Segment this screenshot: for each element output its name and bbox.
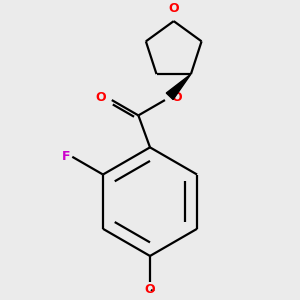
Polygon shape — [166, 74, 191, 100]
Text: O: O — [172, 91, 182, 104]
Text: O: O — [145, 283, 155, 296]
Text: F: F — [61, 150, 70, 163]
Text: O: O — [95, 91, 106, 104]
Text: O: O — [168, 2, 179, 16]
